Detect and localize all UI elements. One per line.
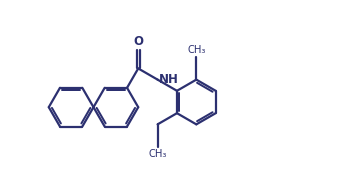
Text: O: O: [133, 35, 143, 48]
Text: CH₃: CH₃: [148, 149, 167, 159]
Text: NH: NH: [159, 73, 179, 86]
Text: CH₃: CH₃: [187, 45, 205, 55]
